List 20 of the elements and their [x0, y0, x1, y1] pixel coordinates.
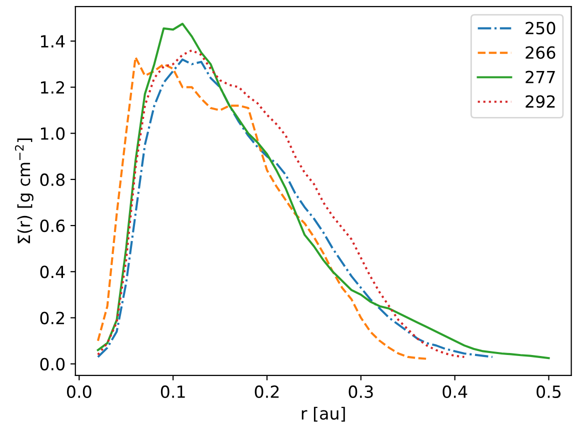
legend-label: 292: [526, 95, 555, 108]
x-tick-label: 0.3: [348, 385, 373, 398]
y-tick-label: 1.0: [41, 127, 65, 140]
y-tick-label: 1.4: [41, 35, 65, 48]
legend-label: 250: [526, 22, 556, 34]
legend-label: 266: [526, 46, 556, 59]
x-axis-title: r [au]: [302, 406, 345, 422]
y-tick-label: 0.2: [40, 312, 64, 324]
y-tick-label: 1.2: [41, 81, 64, 94]
x-tick-label: 0.1: [160, 385, 185, 398]
x-tick-label: 0.5: [536, 385, 561, 398]
x-tick-label: 0.2: [254, 385, 279, 398]
x-tick-label: 0.0: [67, 385, 92, 398]
y-tick-label: 0.6: [40, 220, 65, 232]
y-tick-label: 0.8: [40, 173, 65, 186]
y-tick-label: 0.4: [40, 266, 65, 278]
y-axis-title: Σ(r) [g cm$^{−2}$]: [14, 138, 34, 244]
y-tick-label: 0.0: [40, 358, 65, 370]
x-tick-label: 0.4: [442, 385, 468, 398]
legend-label: 277: [526, 70, 555, 84]
